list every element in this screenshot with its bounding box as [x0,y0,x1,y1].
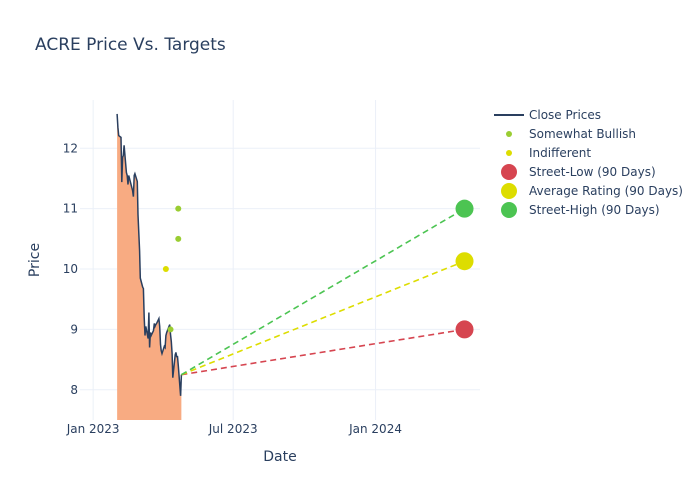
street-high-target-marker [455,199,474,218]
x-axis-title: Date [263,449,296,465]
street-high-target-line [180,207,465,376]
legend-street-high-marker [501,202,517,218]
legend-somewhat-bullish-marker [506,131,512,137]
legend-label-street-high: Street-High (90 Days) [529,203,660,217]
legend-label-average-rating: Average Rating (90 Days) [529,184,683,198]
legend-label-indifferent: Indifferent [529,146,591,160]
street-low-target-marker [455,320,474,339]
average-rating-target-marker [455,252,474,271]
average-rating-target-line [181,260,465,376]
close-price-area [117,113,182,421]
close-price-line [116,113,183,396]
y-tick-label: 12 [63,141,78,155]
y-tick-label: 9 [70,322,78,336]
x-axis: Jan 2023 Jul 2023 Jan 2024 [66,422,402,436]
street-low-target-line [181,328,465,376]
legend-label-somewhat-bullish: Somewhat Bullish [529,127,636,141]
indifferent-rating-point [162,266,169,273]
y-axis-title: Price [27,243,43,277]
x-tick-label: Jan 2023 [66,422,120,436]
chart-title: ACRE Price Vs. Targets [35,35,226,55]
x-tick-label: Jul 2023 [208,422,258,436]
somewhat-bullish-rating-point [175,235,182,242]
plot-area [116,113,474,421]
legend-indifferent-marker [506,150,512,156]
y-tick-label: 10 [63,262,78,276]
y-tick-label: 11 [63,202,78,216]
somewhat-bullish-rating-point [175,205,182,212]
legend-label-close-prices: Close Prices [529,108,601,122]
legend-street-low-marker [501,164,517,180]
x-tick-label: Jan 2024 [348,422,402,436]
y-axis: 8 9 10 11 12 [63,141,78,397]
legend: Close Prices Somewhat Bullish Indifferent S… [494,108,683,218]
legend-average-rating-marker [501,183,517,199]
y-tick-label: 8 [70,383,78,397]
legend-label-street-low: Street-Low (90 Days) [529,165,656,179]
somewhat-bullish-rating-point [167,326,174,333]
